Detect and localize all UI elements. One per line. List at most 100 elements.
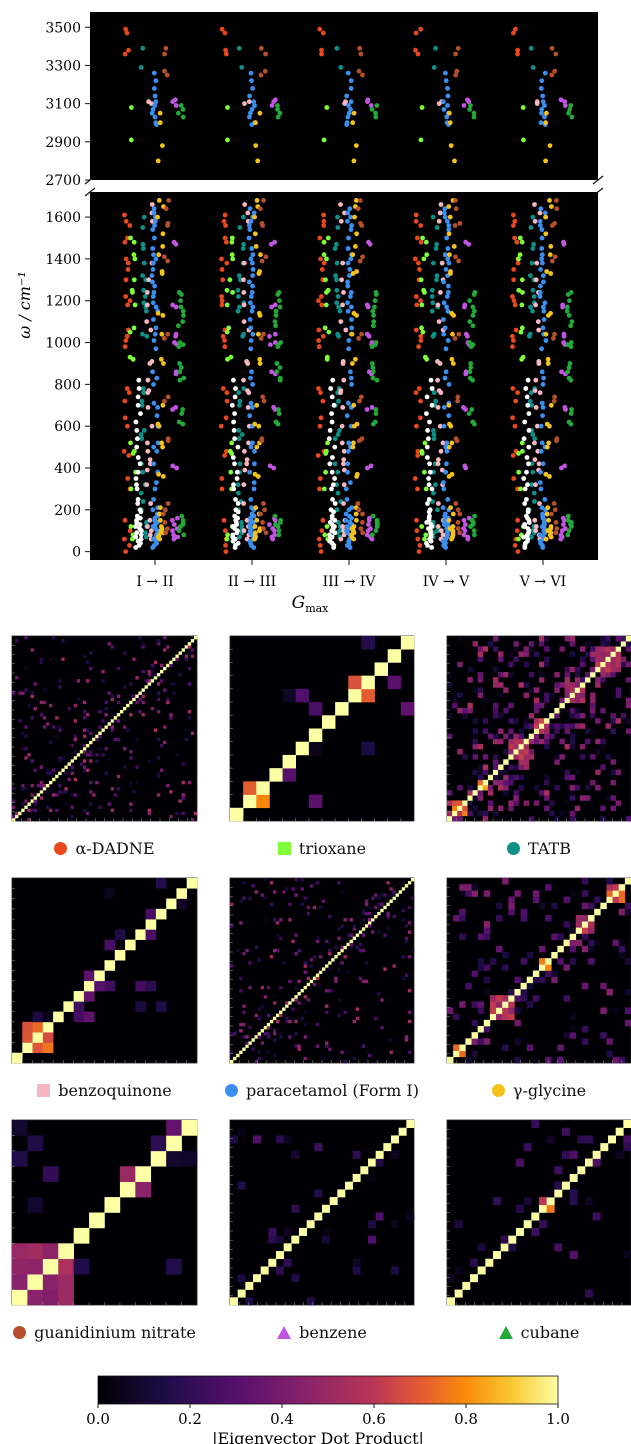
heatmap-cell [110, 719, 115, 723]
heatmap-cell [477, 764, 484, 770]
heatmap-cell [104, 713, 108, 717]
heatmap-cell [64, 765, 68, 769]
heatmap-cell [600, 707, 606, 714]
data-point-cubane [178, 365, 184, 370]
heatmap-cell [392, 890, 396, 894]
data-point-tatb [140, 45, 146, 51]
data-point-benzene [561, 241, 567, 247]
heatmap-cell [514, 1019, 521, 1027]
heatmap-cell [123, 759, 127, 763]
heatmap-cell [239, 1022, 243, 1027]
data-point-glycine [350, 444, 356, 450]
heatmap-cell [520, 958, 528, 965]
heatmap-cell [447, 671, 453, 678]
heatmap-cell [549, 692, 555, 698]
heatmap-cell [620, 636, 627, 642]
data-point-cubane [564, 308, 570, 314]
data-point-lowfreq-white [137, 515, 143, 521]
legend-label: α-DADNE [75, 839, 155, 858]
heatmap-cell [348, 675, 362, 690]
data-point-lowfreq-white [234, 522, 240, 527]
data-point-tatb [139, 398, 145, 404]
data-point-cubane [277, 365, 283, 370]
heatmap-cell [477, 964, 485, 971]
heatmap-cell [190, 731, 195, 735]
heatmap-cell [574, 713, 581, 719]
heatmap-cell [477, 1038, 485, 1045]
heatmap-cell [564, 728, 570, 734]
heatmap-cell [615, 769, 622, 776]
heatmap-cell [588, 915, 595, 922]
heatmap-cell [266, 1035, 271, 1039]
data-point-paracetamol [346, 507, 352, 513]
heatmap-cell [360, 1166, 369, 1175]
heatmap-cell [544, 656, 550, 662]
heatmap-cell [155, 908, 167, 920]
data-point-guanidinium [258, 45, 264, 51]
data-point-paracetamol [247, 317, 253, 322]
heatmap-cell [600, 1143, 609, 1152]
heatmap-cell [454, 1220, 463, 1229]
data-point-guanidinium [551, 336, 556, 341]
heatmap-cell [389, 905, 393, 910]
heatmap-cell [294, 878, 298, 882]
heatmap-cell [392, 896, 396, 900]
heatmap-cell [539, 738, 545, 745]
heatmap-cell [623, 1251, 631, 1260]
heatmap-cell [374, 893, 378, 897]
data-point-paracetamol [153, 346, 159, 352]
data-point-guanidinium [165, 501, 171, 506]
heatmap-cell [389, 1050, 393, 1055]
heatmap-cell [518, 682, 524, 688]
legend-label: guanidinium nitrate [34, 1323, 196, 1342]
heatmap-cell [58, 771, 62, 776]
heatmap-cell [457, 707, 463, 714]
data-point-paracetamol [537, 290, 543, 295]
data-point-paracetamol [249, 122, 255, 127]
heatmap-cell [253, 1274, 261, 1283]
heatmap-cell [579, 723, 586, 729]
heatmap-cell [141, 642, 145, 646]
data-point-benzoquinone [436, 218, 442, 224]
data-point-paracetamol [343, 517, 349, 523]
data-point-glycine [160, 244, 166, 249]
data-point-dadne [317, 26, 323, 32]
heatmap-cell [268, 1235, 277, 1244]
heatmap-cell [487, 785, 494, 791]
heatmap-cell [624, 878, 631, 885]
heatmap-cell [176, 898, 188, 910]
heatmap-cell [147, 682, 152, 686]
heatmap-cell [508, 774, 514, 781]
data-point-cubane [369, 107, 375, 112]
data-point-dadne [316, 327, 322, 333]
data-point-benzoquinone [437, 210, 443, 216]
data-point-paracetamol [150, 507, 156, 513]
data-point-trioxane [516, 536, 521, 542]
heatmap-cell [532, 1056, 540, 1064]
heatmap-cell [45, 722, 50, 726]
data-point-paracetamol [251, 513, 257, 519]
heatmap-cell [590, 651, 596, 657]
heatmap-cell [314, 1143, 323, 1152]
data-point-glycine [159, 271, 165, 276]
data-point-benzene [171, 536, 177, 542]
data-point-cubane [275, 344, 281, 350]
heatmap-cell [595, 661, 601, 668]
data-point-benzoquinone [245, 361, 251, 366]
heatmap-cell [610, 795, 616, 801]
heatmap-cell [581, 878, 589, 885]
heatmap-cell [123, 725, 127, 729]
data-point-glycine [543, 231, 549, 237]
data-point-trioxane [422, 469, 427, 475]
data-point-lowfreq-white [522, 486, 528, 492]
heatmap-cell [55, 808, 59, 813]
data-point-glycine [446, 444, 452, 450]
data-point-dadne [126, 453, 132, 458]
data-point-paracetamol [153, 218, 158, 224]
data-point-benzoquinone [338, 390, 343, 396]
heatmap-cell [407, 1010, 412, 1014]
data-point-benzene [461, 532, 467, 538]
heatmap-cell [132, 799, 136, 803]
data-point-benzoquinone [342, 101, 347, 106]
data-point-lowfreq-white [424, 394, 430, 400]
